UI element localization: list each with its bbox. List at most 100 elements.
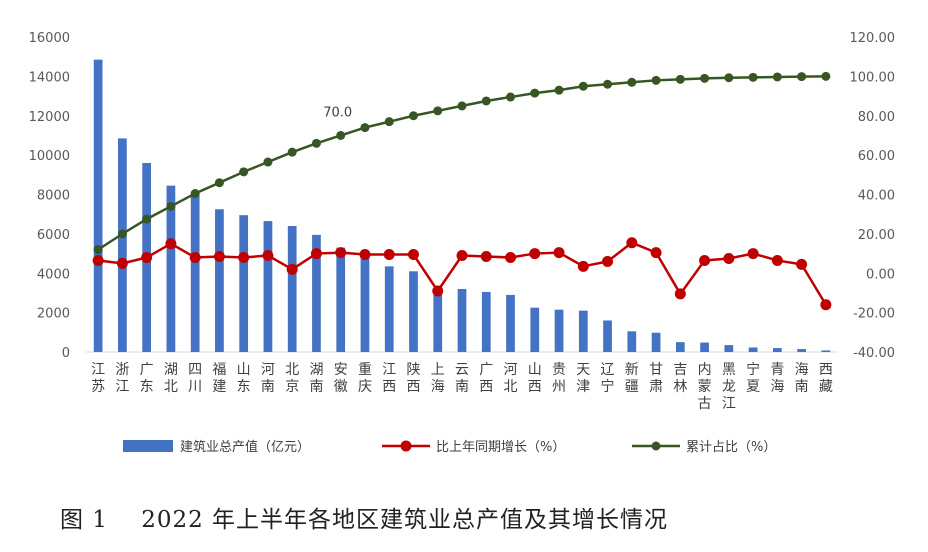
category-label: 河北 — [504, 362, 518, 395]
category-label: 重庆 — [358, 362, 372, 395]
bar — [481, 291, 491, 352]
data-point — [821, 71, 831, 81]
data-point — [699, 254, 711, 266]
category-label: 浙江 — [115, 362, 129, 395]
data-point — [626, 237, 638, 249]
right-tick-label: 20.00 — [858, 228, 895, 243]
bar — [93, 59, 103, 352]
left-axis-ticks: 0 2000 4000 6000 8000 10000 12000 14000 16000 — [29, 31, 70, 361]
data-point — [797, 72, 807, 82]
right-tick-label: 80.00 — [858, 110, 895, 125]
bar — [772, 348, 782, 352]
data-point — [700, 73, 710, 83]
left-tick-label: 14000 — [29, 70, 70, 85]
bar — [457, 289, 467, 352]
category-label: 吉林 — [673, 362, 687, 395]
right-tick-label: 40.00 — [858, 189, 895, 204]
left-tick-label: 4000 — [37, 267, 70, 282]
cumulative-series — [93, 71, 831, 255]
data-point — [529, 248, 541, 260]
data-point — [165, 238, 177, 250]
data-point — [530, 88, 540, 98]
data-point — [238, 252, 250, 263]
category-label: 天津 — [576, 362, 590, 395]
legend-item: 比上年同期增长（%） — [382, 440, 565, 455]
data-point — [239, 167, 249, 177]
category-label: 广东 — [140, 362, 154, 395]
bar — [190, 194, 200, 352]
legend-label: 比上年同期增长（%） — [436, 440, 565, 455]
bar — [312, 234, 321, 352]
category-label: 甘肃 — [649, 362, 663, 395]
legend-marker — [400, 440, 412, 452]
left-tick-label: 10000 — [29, 149, 70, 164]
category-label: 四川 — [188, 362, 202, 395]
legend-item: 累计占比（%） — [632, 440, 776, 455]
legend-label: 累计占比（%） — [686, 440, 776, 455]
data-point — [554, 85, 564, 95]
category-labels: 江苏浙江广东湖北四川福建山东河南北京湖南安徽重庆江西陕西上海云南广西河北山西贵州… — [91, 361, 833, 412]
category-label: 贵州 — [552, 362, 566, 395]
category-label: 内蒙古 — [698, 362, 712, 412]
category-label: 上海 — [431, 362, 445, 395]
bar — [263, 221, 273, 352]
bar — [554, 309, 564, 352]
data-point — [505, 252, 517, 263]
category-label: 陕西 — [406, 362, 420, 395]
data-point — [190, 189, 200, 199]
data-point — [748, 72, 758, 82]
data-point — [675, 74, 685, 84]
category-label: 新疆 — [625, 362, 639, 395]
bar — [409, 271, 418, 352]
category-label: 江苏 — [91, 362, 105, 395]
category-label: 福建 — [212, 362, 226, 395]
data-point — [771, 254, 783, 266]
data-point — [360, 123, 370, 133]
category-label: 宁夏 — [746, 361, 760, 395]
bar — [239, 215, 249, 352]
data-point — [724, 73, 734, 83]
bar — [651, 332, 661, 352]
bar — [336, 247, 346, 352]
bar — [797, 349, 806, 352]
bar — [748, 347, 758, 352]
data-point — [142, 214, 152, 224]
data-point — [263, 157, 273, 167]
data-point — [116, 257, 128, 269]
category-label: 河南 — [261, 362, 275, 395]
bar — [384, 266, 394, 352]
category-label: 湖北 — [164, 362, 178, 395]
data-point — [674, 288, 686, 300]
bar — [821, 350, 831, 352]
data-point — [480, 251, 492, 263]
data-point — [602, 255, 614, 267]
data-point — [578, 81, 588, 91]
right-tick-label: 60.00 — [858, 149, 895, 164]
category-label: 辽宁 — [601, 362, 615, 395]
data-point — [747, 248, 759, 260]
left-tick-label: 8000 — [37, 189, 70, 204]
category-label: 西藏 — [819, 362, 833, 395]
category-label: 海南 — [795, 362, 809, 395]
data-point — [189, 252, 201, 263]
data-point — [311, 138, 321, 148]
bar — [530, 307, 540, 352]
data-point — [287, 147, 297, 157]
right-tick-label: -40.00 — [853, 346, 895, 361]
right-tick-label: -20.00 — [853, 307, 895, 322]
category-label: 青海 — [770, 362, 784, 395]
data-point — [433, 106, 443, 116]
bar — [433, 294, 443, 352]
data-point — [214, 178, 224, 188]
bar — [627, 331, 637, 352]
left-tick-label: 0 — [62, 346, 70, 361]
category-label: 江西 — [382, 362, 396, 395]
data-point — [432, 285, 444, 297]
right-tick-label: 0.00 — [866, 267, 895, 282]
bar — [675, 342, 685, 352]
legend-label: 建筑业总产值（亿元） — [180, 439, 310, 455]
category-label: 黑龙江 — [722, 362, 736, 412]
bar — [215, 209, 224, 352]
bar — [287, 226, 297, 352]
data-point — [262, 250, 274, 262]
